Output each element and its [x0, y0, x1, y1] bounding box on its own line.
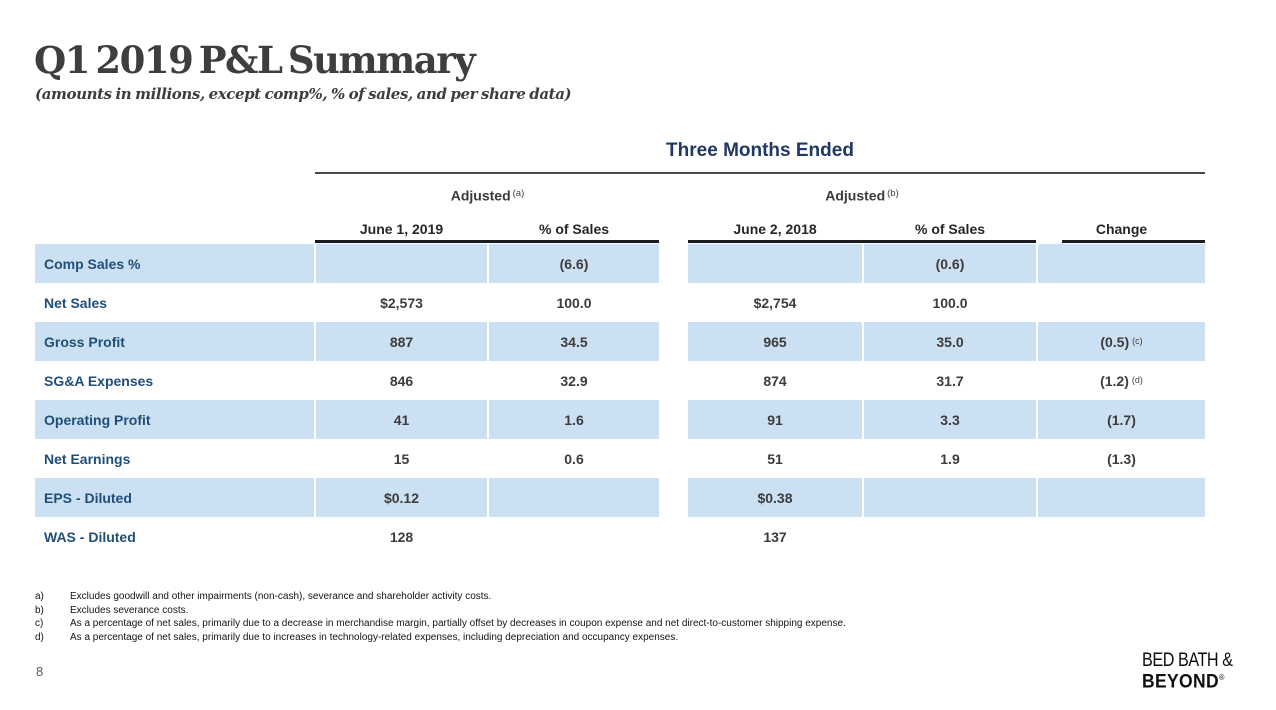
table-title: Three Months Ended: [666, 140, 854, 161]
value-cell: [489, 517, 659, 556]
logo-line-1: BED BATH &: [1142, 650, 1233, 671]
footnote-marker: d): [35, 631, 44, 643]
page-subtitle: (amounts in millions, except comp%, % of…: [35, 85, 572, 103]
value-cell: [489, 478, 659, 517]
group-header-adjusted-b: Adjusted (b): [688, 187, 1036, 204]
row-label: Net Earnings: [44, 450, 131, 467]
row-label: EPS - Diluted: [35, 478, 314, 517]
value-cell: [1038, 517, 1205, 556]
footnote-text: As a percentage of net sales, primarily …: [70, 618, 846, 629]
pnl-table-body: Comp Sales % (6.6) (0.6) Net Sales $2,573 100…: [35, 244, 1205, 556]
registered-trademark-icon: ®: [1219, 673, 1225, 682]
page-title: Q1 2019 P&L Summary: [34, 38, 476, 82]
value-cell: 41: [316, 400, 487, 439]
value-cell: 137: [763, 528, 787, 545]
table-row: Net Earnings 15 0.6 51 1.9 (1.3): [35, 439, 1205, 478]
footnote-ref: (c): [1132, 335, 1143, 346]
bed-bath-beyond-logo: BED BATH & BEYOND®: [1142, 650, 1252, 691]
value-cell: (1.7): [1038, 400, 1205, 439]
value-cell: (1.3): [1107, 450, 1136, 467]
value-cell: (6.6): [489, 244, 659, 283]
row-label: SG&A Expenses: [44, 372, 154, 389]
value-cell: $2,754: [753, 294, 797, 311]
value-cell: 100.0: [932, 294, 968, 311]
group-header-label: Adjusted: [450, 187, 511, 204]
row-label: Operating Profit: [35, 400, 314, 439]
value-cell: 887: [316, 322, 487, 361]
value-cell: (1.2) (d): [1100, 372, 1143, 389]
column-header-june-2-2018: June 2, 2018: [733, 221, 817, 237]
footnotes: a) Excludes goodwill and other impairment…: [35, 590, 1245, 644]
value-cell: 51: [767, 450, 783, 467]
value-cell: 1.6: [489, 400, 659, 439]
footnote-ref: (d): [1131, 374, 1143, 385]
value-cell: [1038, 283, 1205, 322]
logo-beyond-text: BEYOND: [1142, 671, 1220, 693]
footnote-marker: a): [35, 591, 44, 602]
row-label: Comp Sales %: [35, 244, 314, 283]
footnote-text: Excludes goodwill and other impairments …: [70, 591, 492, 602]
table-row: Net Sales $2,573 100.0 $2,754 100.0: [35, 283, 1205, 322]
value-cell: 128: [389, 528, 414, 545]
value-cell: 91: [688, 400, 862, 439]
footnote-text: Excludes severance costs.: [70, 604, 189, 616]
column-header-june-1-2019: June 1, 2019: [359, 221, 444, 237]
value-cell: 31.7: [936, 372, 964, 389]
value-cell: 965: [688, 322, 862, 361]
value-cell: 0.6: [564, 450, 584, 467]
value-cell: 1.9: [940, 450, 960, 467]
footnote-text: As a percentage of net sales, primarily …: [70, 631, 679, 643]
column-header-pct-of-sales-2018: % of Sales: [914, 221, 986, 237]
footnote: c) As a percentage of net sales, primaril…: [35, 617, 1245, 631]
value-cell: $0.12: [316, 478, 487, 517]
table-row: Operating Profit 41 1.6 91 3.3 (1.7): [35, 400, 1205, 439]
row-label: Gross Profit: [35, 322, 314, 361]
footnote-ref-a: (a): [512, 188, 525, 199]
value-cell: $2,573: [380, 294, 423, 311]
column-header-change: Change: [1095, 221, 1148, 237]
footnote-marker: b): [35, 604, 44, 616]
value-cell: [688, 244, 862, 283]
row-label: WAS - Diluted: [44, 528, 136, 545]
value-cell: 874: [763, 372, 787, 389]
value-cell: 34.5: [489, 322, 659, 361]
value-cell: 3.3: [864, 400, 1036, 439]
group-header-label: Adjusted: [825, 187, 886, 204]
value-cell: [864, 517, 1036, 556]
header-underline-group-a: [315, 240, 659, 243]
value-cell: $0.38: [688, 478, 862, 517]
value-cell: [1038, 244, 1205, 283]
table-row: Comp Sales % (6.6) (0.6): [35, 244, 1205, 283]
table-row: Gross Profit 887 34.5 965 35.0 (0.5) (c): [35, 322, 1205, 361]
page-number: 8: [36, 664, 44, 679]
footnote-ref-b: (b): [887, 188, 899, 199]
value-cell: [316, 244, 487, 283]
footnote: b) Excludes severance costs.: [35, 604, 1245, 618]
table-row: SG&A Expenses 846 32.9 874 31.7 (1.2) (d): [35, 361, 1205, 400]
footnote: a) Excludes goodwill and other impairment…: [35, 590, 1245, 604]
value-cell: 846: [389, 372, 414, 389]
table-row: EPS - Diluted $0.12 $0.38: [35, 478, 1205, 517]
footnote: d) As a percentage of net sales, primaril…: [35, 631, 1245, 645]
value-cell: (0.5) (c): [1038, 322, 1205, 361]
value-cell: 100.0: [556, 294, 592, 311]
footnote-marker: c): [35, 618, 44, 629]
table-title-rule: [315, 172, 1205, 174]
value-cell: (0.6): [864, 244, 1036, 283]
value-cell: 35.0: [864, 322, 1036, 361]
group-header-adjusted-a: Adjusted (a): [316, 187, 659, 204]
value-cell: 15: [393, 450, 410, 467]
value-cell: [864, 478, 1036, 517]
logo-line-2: BEYOND®: [1142, 669, 1243, 691]
header-underline-group-b: [688, 240, 1036, 243]
value-cell: [1038, 478, 1205, 517]
header-underline-change: [1062, 240, 1205, 243]
value-cell: 32.9: [560, 372, 588, 389]
table-row: WAS - Diluted 128 137: [35, 517, 1205, 556]
column-header-pct-of-sales-2019: % of Sales: [538, 221, 610, 237]
row-label: Net Sales: [44, 294, 108, 311]
